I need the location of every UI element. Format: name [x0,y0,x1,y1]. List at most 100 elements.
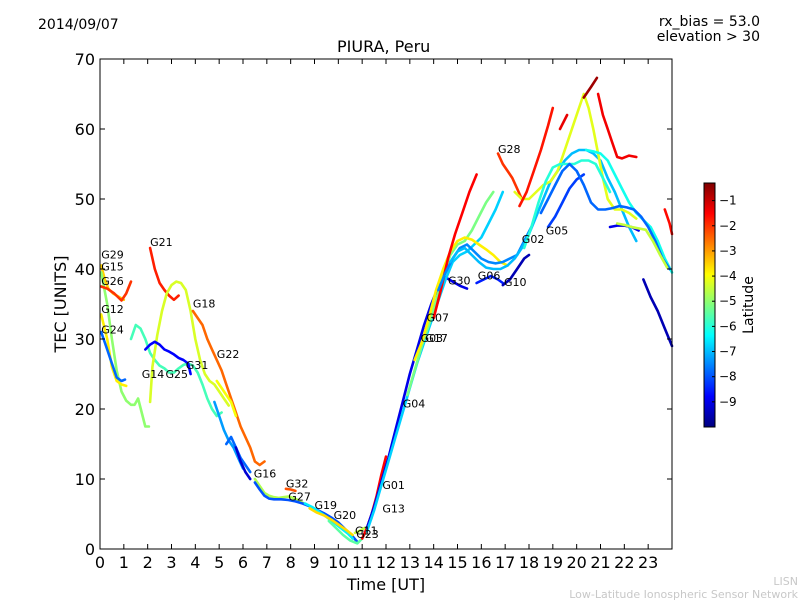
series-g09f [663,208,674,236]
plot-frame [99,58,673,550]
x-tick-label: 5 [214,553,224,572]
x-tick-label: 2 [143,553,153,572]
series-g14 [129,323,223,418]
colorbar-tick-layer: −1 −2 −3 −4 −5 −6 −7 −8 −9 [712,194,737,409]
series-g10b [501,253,531,287]
series-g17 [432,173,478,320]
colorbar-label: Latitude [741,276,757,334]
date-label: 2014/09/07 [38,17,119,33]
sat-label-g17: G17 [425,332,448,345]
colorbar [703,182,716,428]
sat-label-g02: G02 [522,233,545,246]
y-tick-label: 60 [75,120,95,139]
sat-label-g15: G15 [101,260,124,273]
series-g22 [215,379,238,418]
series-g07 [406,190,495,397]
sat-label-g23: G23 [356,528,379,541]
x-tick-label: 7 [262,553,272,572]
series-g26 [99,280,133,302]
y-tick-label: 40 [75,260,95,279]
series-g31 [144,340,192,376]
credit-long: Low-Latitude Ionospheric Sensor Network [569,588,798,601]
sat-label-g10: G10 [504,276,527,289]
colorbar-tick-label: −5 [719,294,737,308]
x-tick-label: 22 [614,553,634,572]
x-tick-label: 13 [400,553,420,572]
sat-label-g13: G13 [382,503,405,516]
x-tick-label: 3 [166,553,176,572]
y-tick-layer: 0 10 20 30 40 50 60 70 [75,50,672,559]
sat-label-g24: G24 [101,323,124,336]
sat-label-g20: G20 [334,509,357,522]
series-g18 [191,309,266,467]
elevation-label: elevation > 30 [656,29,760,45]
x-tick-label: 6 [238,553,248,572]
x-tick-label: 11 [352,553,372,572]
series-g06 [449,148,638,271]
x-tick-label: 18 [519,553,539,572]
x-tick-label: 17 [495,553,515,572]
sat-label-g32: G32 [286,477,309,490]
sat-label-g16: G16 [254,468,277,481]
series-g19b [308,507,354,537]
sat-label-g27: G27 [288,491,311,504]
sat-label-g18: G18 [193,298,216,311]
colorbar-tick-label: −2 [719,219,737,233]
x-tick-label: 23 [638,553,658,572]
colorbar-tick-label: −8 [719,370,737,384]
sat-label-g06: G06 [478,270,501,283]
x-tick-label: 14 [423,553,443,572]
series-g09b [539,162,671,271]
series-g10 [475,274,505,285]
x-tick-label: 10 [328,553,348,572]
sat-label-g21: G21 [150,236,173,249]
colorbar-tick-label: −1 [719,194,737,208]
chart-title: PIURA, Peru [337,37,431,56]
series-g05c [558,113,569,131]
series-g08 [582,76,599,99]
sat-label-g14: G14 [142,368,165,381]
series-g03 [413,236,509,362]
y-tick-label: 30 [75,330,95,349]
colorbar-tick-label: −6 [719,319,737,333]
series-g28 [496,152,524,201]
sat-label-g29: G29 [101,249,124,262]
x-tick-label: 21 [590,553,610,572]
y-axis-label: TEC [UNITS] [51,256,70,354]
x-tick-label: 8 [286,553,296,572]
x-tick-label: 15 [447,553,467,572]
colorbar-tick-label: −3 [719,244,737,258]
series-g09e [642,278,674,348]
colorbar-tick-label: −4 [719,269,737,283]
series-layer [99,76,674,545]
x-tick-label: 19 [543,553,563,572]
x-tick-label: 16 [471,553,491,572]
series-g16b [234,446,252,481]
x-tick-label: 9 [309,553,319,572]
sat-label-g26: G26 [101,275,124,288]
y-tick-label: 70 [75,50,95,69]
sat-label-g25: G25 [166,368,189,381]
y-tick-label: 0 [85,540,95,559]
series-g27 [253,477,309,507]
y-tick-label: 10 [75,470,95,489]
x-tick-label: 1 [119,553,129,572]
sat-label-g19: G19 [315,499,338,512]
sat-label-g04: G04 [403,398,426,411]
series-g15 [99,271,151,428]
sat-label-g12: G12 [101,303,124,316]
sat-label-g30: G30 [448,274,471,287]
y-tick-label: 20 [75,400,95,419]
x-axis-label: Time [UT] [346,575,425,594]
sat-label-g22: G22 [217,348,240,361]
series-g05b [518,106,555,208]
y-tick-label: 50 [75,190,95,209]
sat-label-g01: G01 [382,479,405,492]
colorbar-tick-label: −9 [719,395,737,409]
series-g21 [148,246,180,302]
sat-label-g28: G28 [498,143,521,156]
series-g24 [99,330,127,383]
series-g08b [596,92,638,160]
x-tick-label: 4 [190,553,200,572]
